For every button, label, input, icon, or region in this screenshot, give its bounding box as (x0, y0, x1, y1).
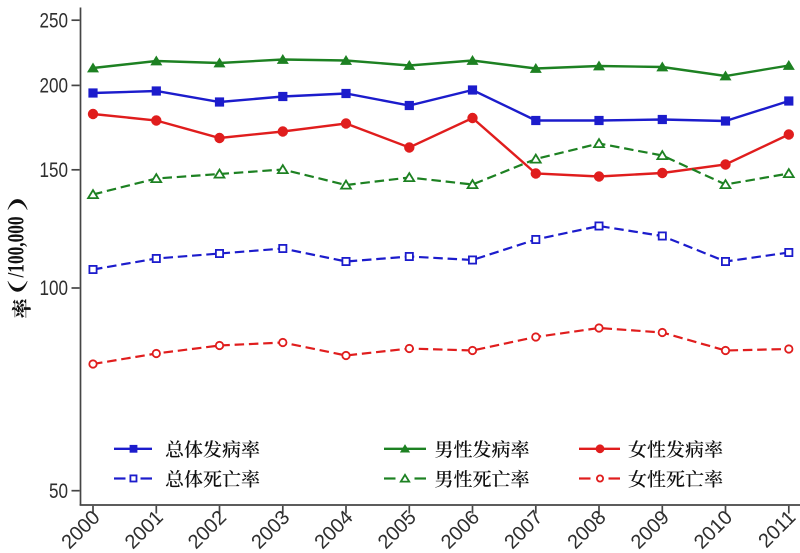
svg-text:200: 200 (40, 75, 69, 98)
svg-text:150: 150 (40, 159, 69, 182)
svg-text:250: 250 (40, 9, 69, 32)
svg-text:50: 50 (49, 480, 68, 503)
svg-text:/100,000: /100,000 (4, 217, 29, 279)
svg-text:100: 100 (40, 277, 69, 300)
